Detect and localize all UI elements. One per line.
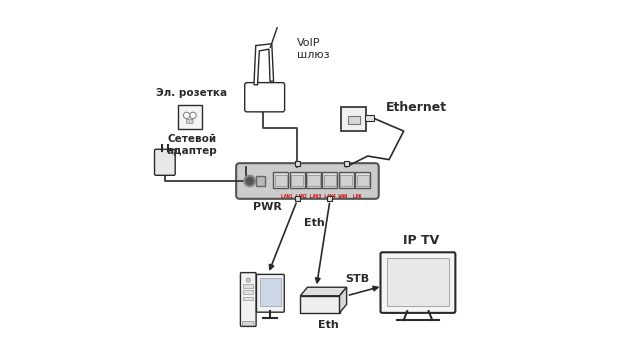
Bar — [243, 284, 253, 287]
Polygon shape — [340, 287, 346, 313]
Bar — [259, 278, 281, 307]
FancyBboxPatch shape — [324, 174, 336, 186]
FancyBboxPatch shape — [243, 321, 254, 326]
Circle shape — [244, 175, 256, 187]
FancyBboxPatch shape — [340, 174, 352, 186]
FancyBboxPatch shape — [339, 172, 354, 188]
Polygon shape — [300, 296, 340, 313]
FancyBboxPatch shape — [307, 174, 320, 186]
Circle shape — [246, 278, 251, 282]
FancyBboxPatch shape — [256, 176, 265, 186]
FancyBboxPatch shape — [322, 172, 337, 188]
Text: Эл. розетка: Эл. розетка — [156, 88, 227, 98]
FancyBboxPatch shape — [290, 172, 305, 188]
FancyBboxPatch shape — [381, 252, 455, 313]
Bar — [243, 290, 253, 294]
FancyBboxPatch shape — [244, 83, 285, 112]
FancyBboxPatch shape — [256, 274, 284, 312]
Text: Сетевой
адаптер: Сетевой адаптер — [166, 134, 217, 156]
Circle shape — [246, 177, 253, 185]
Text: Eth: Eth — [304, 218, 325, 228]
Text: VoIP
шлюз: VoIP шлюз — [297, 38, 330, 60]
FancyBboxPatch shape — [341, 107, 366, 131]
FancyBboxPatch shape — [306, 172, 321, 188]
FancyBboxPatch shape — [348, 116, 360, 124]
FancyBboxPatch shape — [355, 172, 370, 188]
FancyBboxPatch shape — [356, 174, 369, 186]
FancyBboxPatch shape — [327, 196, 332, 201]
Circle shape — [183, 112, 190, 119]
Text: LAN1 LAN2 LAN3 LAN4 WAN  LNK: LAN1 LAN2 LAN3 LAN4 WAN LNK — [281, 194, 362, 199]
Polygon shape — [300, 287, 346, 296]
Bar — [243, 297, 253, 300]
Circle shape — [190, 112, 196, 119]
FancyBboxPatch shape — [273, 172, 288, 188]
FancyBboxPatch shape — [178, 105, 202, 129]
FancyBboxPatch shape — [154, 149, 175, 175]
FancyBboxPatch shape — [344, 161, 349, 166]
FancyBboxPatch shape — [187, 119, 193, 123]
FancyBboxPatch shape — [275, 174, 287, 186]
Text: Ethernet: Ethernet — [386, 101, 447, 114]
FancyBboxPatch shape — [291, 174, 303, 186]
Text: Eth: Eth — [318, 320, 339, 330]
FancyBboxPatch shape — [236, 163, 379, 199]
Text: IP TV: IP TV — [404, 234, 440, 247]
FancyBboxPatch shape — [241, 273, 256, 327]
FancyBboxPatch shape — [295, 196, 300, 201]
Polygon shape — [254, 44, 274, 85]
Text: STB: STB — [345, 274, 369, 285]
Bar — [386, 258, 449, 307]
FancyBboxPatch shape — [365, 115, 374, 122]
Text: PWR: PWR — [253, 202, 281, 212]
FancyBboxPatch shape — [295, 161, 300, 166]
